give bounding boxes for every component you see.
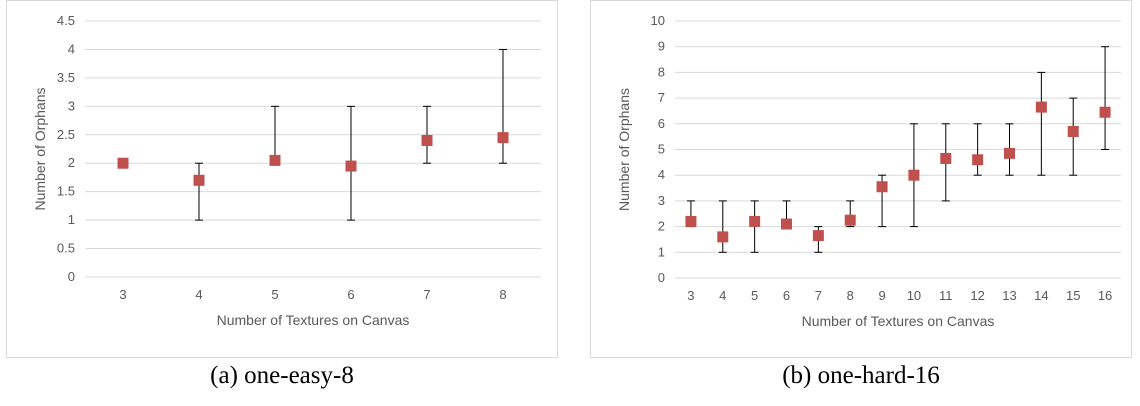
data-point — [685, 215, 697, 227]
x-tick-label: 7 — [815, 288, 822, 303]
y-tick-label: 6 — [658, 116, 665, 131]
y-tick-label: 10 — [651, 13, 665, 28]
x-tick-label: 5 — [751, 288, 758, 303]
x-tick-label: 16 — [1098, 288, 1112, 303]
x-tick-label: 6 — [347, 287, 354, 302]
y-tick-label: 1 — [68, 212, 75, 227]
caption-a: (a) one-easy-8 — [210, 362, 354, 389]
x-tick-label: 8 — [499, 287, 506, 302]
y-tick-label: 3 — [658, 193, 665, 208]
data-point — [421, 134, 433, 146]
x-tick-label: 10 — [907, 288, 921, 303]
x-axis-label: Number of Textures on Canvas — [217, 312, 410, 328]
chart-a-svg: 0 0.5 1 1.5 2 2.5 3 3.5 4 4.5 3 4 5 6 7 8 Number of Orph… — [32, 13, 541, 328]
y-tick-label: 7 — [658, 90, 665, 105]
y-tick-label: 4 — [658, 167, 665, 182]
data-point — [908, 169, 920, 181]
x-tick-label: 13 — [1002, 288, 1016, 303]
y-tick-label: 2.5 — [57, 127, 75, 142]
chart-panel-b: 0 1 2 3 4 5 6 7 8 9 10 3 4 5 6 7 8 9 10 11 12 13 14 15 16 Number … — [590, 0, 1132, 358]
data-point — [972, 154, 984, 166]
data-point — [876, 181, 888, 193]
y-tick-label: 1.5 — [57, 184, 75, 199]
data-point — [812, 230, 824, 242]
data-point — [1067, 126, 1079, 138]
y-tick-label: 5 — [658, 142, 665, 157]
y-tick-label: 0 — [658, 270, 665, 285]
data-point — [781, 218, 792, 230]
y-tick-label: 8 — [658, 64, 665, 79]
data-point — [193, 174, 205, 186]
x-tick-label: 5 — [271, 287, 278, 302]
data-point — [1004, 147, 1015, 159]
x-tick-label: 12 — [970, 288, 984, 303]
x-tick-label: 3 — [687, 288, 694, 303]
y-tick-label: 4 — [68, 41, 75, 56]
data-point — [717, 231, 729, 243]
data-point — [940, 152, 952, 164]
x-tick-label: 6 — [783, 288, 790, 303]
x-tick-label: 4 — [719, 288, 726, 303]
data-point — [497, 132, 509, 144]
x-tick-label: 8 — [847, 288, 854, 303]
y-axis-label: Number of Orphans — [616, 88, 632, 211]
y-tick-label: 1 — [658, 244, 665, 259]
y-tick-label: 0.5 — [57, 241, 75, 256]
x-tick-label: 14 — [1034, 288, 1048, 303]
y-tick-label: 4.5 — [57, 13, 75, 28]
y-tick-label: 2 — [68, 155, 75, 170]
data-point — [117, 157, 129, 169]
data-point — [844, 214, 856, 226]
y-tick-label: 0 — [68, 269, 75, 284]
x-tick-label: 4 — [195, 287, 202, 302]
x-tick-label: 7 — [423, 287, 430, 302]
x-tick-label: 3 — [119, 287, 126, 302]
y-tick-label: 3.5 — [57, 70, 75, 85]
y-axis-label: Number of Orphans — [32, 88, 48, 211]
x-axis-label: Number of Textures on Canvas — [802, 313, 995, 329]
x-tick-label: 9 — [878, 288, 885, 303]
x-tick-label: 11 — [939, 288, 953, 303]
y-tick-label: 3 — [68, 98, 75, 113]
y-tick-label: 2 — [658, 219, 665, 234]
caption-b: (b) one-hard-16 — [782, 362, 940, 389]
data-point — [345, 160, 357, 172]
data-point — [749, 215, 761, 227]
x-tick-label: 15 — [1066, 288, 1080, 303]
y-tick-label: 9 — [658, 39, 665, 54]
chart-panel-a: 0 0.5 1 1.5 2 2.5 3 3.5 4 4.5 3 4 5 6 7 8 Number of Orph… — [6, 0, 558, 358]
data-point — [1099, 106, 1111, 118]
data-point — [1035, 101, 1047, 113]
data-point — [269, 154, 281, 166]
